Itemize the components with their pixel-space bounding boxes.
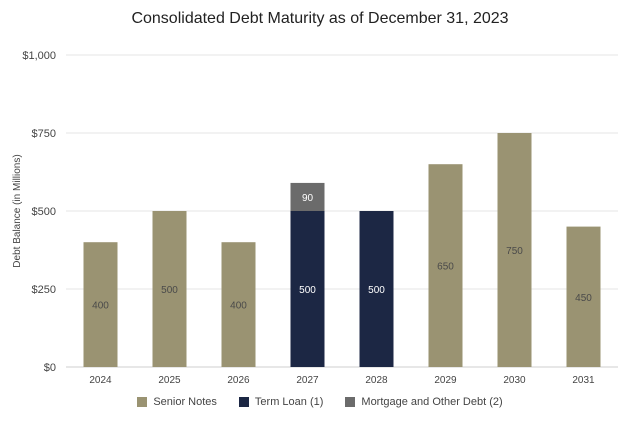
y-axis-label: Debt Balance (in Millions) bbox=[12, 154, 23, 267]
x-tick-label: 2029 bbox=[434, 375, 457, 386]
y-tick-label: $0 bbox=[44, 362, 56, 374]
legend-item: Term Loan (1) bbox=[238, 396, 324, 408]
y-tick-label: $500 bbox=[32, 206, 56, 218]
legend-swatch bbox=[345, 397, 356, 407]
bar bbox=[290, 211, 325, 367]
bar-value-label: 90 bbox=[302, 193, 314, 204]
y-tick-label: $1,000 bbox=[22, 50, 56, 62]
bar bbox=[221, 242, 256, 367]
legend-label: Mortgage and Other Debt (2) bbox=[361, 396, 503, 408]
x-tick-label: 2030 bbox=[503, 375, 526, 386]
x-tick-label: 2028 bbox=[365, 375, 388, 386]
bar bbox=[359, 211, 394, 367]
bar-value-label: 500 bbox=[368, 285, 385, 296]
bar-value-label: 500 bbox=[161, 285, 178, 296]
legend: Senior Notes Term Loan (1) Mortgage and Ot… bbox=[0, 396, 640, 408]
bar-value-label: 450 bbox=[575, 293, 592, 304]
legend-item: Senior Notes bbox=[137, 396, 217, 408]
bar-value-label: 650 bbox=[437, 262, 454, 273]
legend-swatch bbox=[137, 397, 148, 407]
bar-value-label: 400 bbox=[92, 301, 109, 312]
bar-value-label: 750 bbox=[506, 246, 523, 257]
bar bbox=[152, 211, 187, 367]
bar bbox=[566, 226, 601, 367]
bar bbox=[290, 182, 325, 211]
legend-item: Mortgage and Other Debt (2) bbox=[345, 396, 503, 408]
legend-swatch bbox=[238, 397, 249, 407]
x-tick-label: 2026 bbox=[227, 375, 250, 386]
bar-value-label: 400 bbox=[230, 301, 247, 312]
y-tick-label: $750 bbox=[32, 128, 56, 140]
x-tick-label: 2025 bbox=[158, 375, 181, 386]
legend-label: Senior Notes bbox=[153, 396, 217, 408]
chart-title: Consolidated Debt Maturity as of Decembe… bbox=[131, 10, 509, 27]
x-tick-label: 2027 bbox=[296, 375, 319, 386]
y-tick-label: $250 bbox=[32, 284, 56, 296]
bar bbox=[428, 164, 463, 367]
bar bbox=[83, 242, 118, 367]
bar bbox=[497, 133, 532, 367]
x-tick-label: 2031 bbox=[572, 375, 595, 386]
x-tick-label: 2024 bbox=[89, 375, 112, 386]
legend-label: Term Loan (1) bbox=[254, 396, 324, 408]
bar-value-label: 500 bbox=[299, 285, 316, 296]
